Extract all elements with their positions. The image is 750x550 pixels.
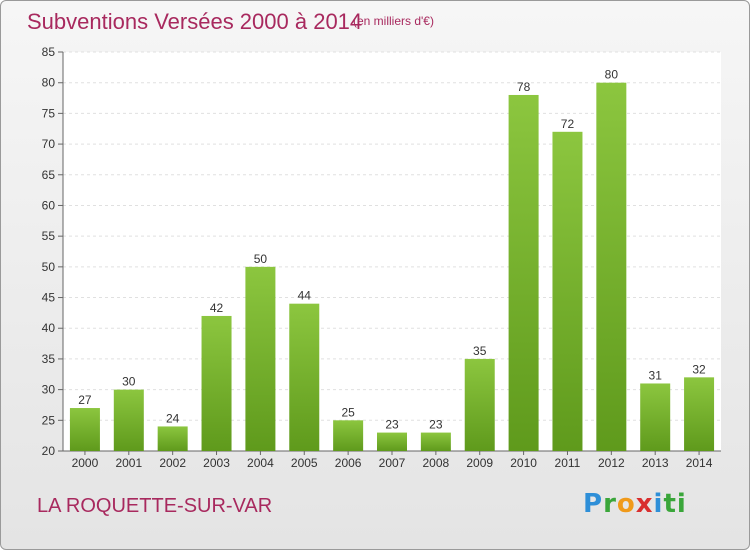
proxiti-logo: Proxiti xyxy=(583,489,687,519)
y-tick-label: 50 xyxy=(42,260,56,274)
x-tick-label: 2002 xyxy=(159,456,186,470)
y-tick-label: 40 xyxy=(42,321,56,335)
bar xyxy=(245,266,276,451)
y-tick-label: 60 xyxy=(42,198,56,212)
data-label: 44 xyxy=(298,289,312,303)
data-label: 32 xyxy=(692,362,706,376)
x-tick-label: 2007 xyxy=(379,456,406,470)
bar xyxy=(69,408,100,451)
y-tick-label: 85 xyxy=(42,45,56,59)
x-tick-label: 2001 xyxy=(115,456,142,470)
chart-title: Subventions Versées 2000 à 2014 xyxy=(27,9,363,34)
y-tick-label: 20 xyxy=(42,444,56,458)
x-tick-label: 2006 xyxy=(335,456,362,470)
data-label: 27 xyxy=(78,393,92,407)
x-tick-label: 2003 xyxy=(203,456,230,470)
place-name: LA ROQUETTE-SUR-VAR xyxy=(37,495,273,517)
x-tick-label: 2011 xyxy=(555,456,581,470)
data-label: 23 xyxy=(385,418,399,432)
bar xyxy=(464,358,495,451)
data-label: 78 xyxy=(517,80,531,94)
bar xyxy=(333,420,364,451)
data-label: 31 xyxy=(649,368,663,382)
x-tick-label: 2008 xyxy=(423,456,450,470)
y-tick-label: 55 xyxy=(42,229,56,243)
data-label: 23 xyxy=(429,418,443,432)
data-label: 30 xyxy=(122,375,136,389)
y-tick-label: 65 xyxy=(42,168,56,182)
data-label: 25 xyxy=(341,405,355,419)
chart-subtitle: (en milliers d'€) xyxy=(353,14,434,28)
bar xyxy=(289,303,320,451)
y-tick-label: 80 xyxy=(42,76,56,90)
y-tick-label: 70 xyxy=(42,137,56,151)
x-tick-label: 2013 xyxy=(642,456,669,470)
x-tick-label: 2004 xyxy=(247,456,274,470)
bar xyxy=(157,426,188,451)
x-tick-label: 2005 xyxy=(291,456,318,470)
bar xyxy=(508,94,539,451)
y-tick-label: 30 xyxy=(42,383,56,397)
x-tick-label: 2012 xyxy=(598,456,625,470)
y-tick-label: 75 xyxy=(42,106,56,120)
data-label: 72 xyxy=(561,117,575,131)
data-label: 50 xyxy=(254,252,268,266)
data-label: 80 xyxy=(605,68,619,82)
bar xyxy=(113,389,144,451)
bar xyxy=(201,315,232,451)
data-label: 24 xyxy=(166,411,180,425)
x-tick-label: 2009 xyxy=(466,456,493,470)
bar xyxy=(684,377,715,451)
bar xyxy=(596,82,627,451)
y-tick-label: 25 xyxy=(42,413,56,427)
y-tick-label: 45 xyxy=(42,291,56,305)
bar xyxy=(640,383,671,451)
x-tick-label: 2000 xyxy=(72,456,99,470)
x-tick-label: 2010 xyxy=(510,456,537,470)
data-label: 42 xyxy=(210,301,224,315)
bar xyxy=(377,432,407,451)
x-tick-label: 2014 xyxy=(686,456,713,470)
data-label: 35 xyxy=(473,344,487,358)
bar xyxy=(552,131,583,452)
bar xyxy=(420,432,451,451)
y-tick-label: 35 xyxy=(42,352,56,366)
